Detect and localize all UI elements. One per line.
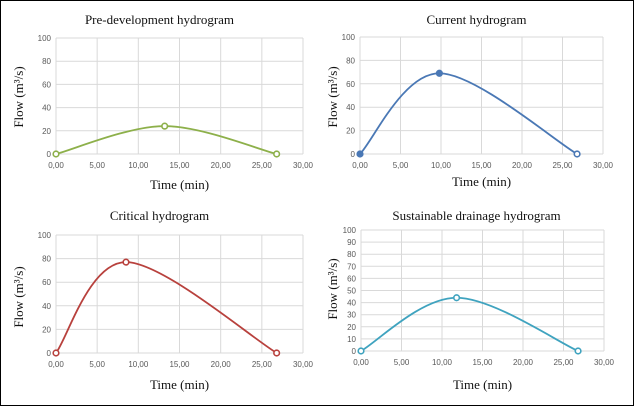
x-tick-label: 0,00 bbox=[352, 161, 368, 170]
y-tick-label: 80 bbox=[347, 250, 356, 259]
y-tick-label: 60 bbox=[42, 278, 51, 287]
x-tick-label: 30,00 bbox=[293, 161, 314, 170]
y-tick-label: 20 bbox=[42, 127, 51, 136]
data-point-marker bbox=[161, 122, 169, 130]
y-tick-label: 10 bbox=[347, 335, 356, 344]
x-tick-label: 15,00 bbox=[471, 161, 492, 170]
x-tick-label: 10,00 bbox=[128, 161, 149, 170]
data-point-marker bbox=[52, 150, 60, 158]
y-tick-label: 20 bbox=[42, 325, 51, 334]
y-tick-label: 100 bbox=[342, 33, 356, 42]
data-point-marker bbox=[357, 347, 365, 355]
x-axis-label: Time (min) bbox=[452, 377, 513, 392]
x-tick-label: 15,00 bbox=[169, 161, 190, 170]
x-axis-label: Time (min) bbox=[149, 177, 210, 192]
x-tick-label: 25,00 bbox=[252, 360, 273, 369]
gridlines bbox=[359, 36, 604, 155]
data-point-marker bbox=[52, 349, 60, 357]
gridlines bbox=[55, 37, 304, 155]
chart-sustainable-drainage: Sustainable drainage hydrogram Flow (m³/… bbox=[318, 201, 634, 404]
x-tick-label: 25,00 bbox=[552, 161, 573, 170]
x-tick-label: 20,00 bbox=[211, 161, 232, 170]
y-tick-label: 80 bbox=[42, 255, 51, 264]
x-tick-label: 20,00 bbox=[211, 360, 232, 369]
plot-area: 0 20 40 60 80 100 0,00 5,00 10,00 15,00 20,00 25,00… bbox=[342, 33, 614, 170]
data-point-marker bbox=[435, 69, 443, 77]
y-tick-label: 20 bbox=[346, 127, 355, 136]
y-tick-label: 0 bbox=[351, 150, 356, 159]
x-tick-label: 30,00 bbox=[293, 360, 314, 369]
x-tick-label: 5,00 bbox=[394, 358, 410, 367]
x-tick-label: 30,00 bbox=[594, 358, 615, 367]
y-tick-label: 0 bbox=[352, 347, 357, 356]
data-point-marker bbox=[122, 258, 130, 266]
y-tick-label: 20 bbox=[347, 323, 356, 332]
chart-title: Pre-development hydrogram bbox=[84, 12, 235, 27]
x-tick-label: 5,00 bbox=[393, 161, 409, 170]
gridlines bbox=[360, 229, 605, 352]
y-tick-label: 0 bbox=[47, 349, 52, 358]
chart-current: Current hydrogram Flow (m³/s) Time (min)… bbox=[318, 1, 634, 204]
plot-area: 0 10 20 30 40 50 60 70 80 90 100 0,00 5,00 10,00 15,00… bbox=[343, 226, 615, 367]
x-tick-label: 0,00 bbox=[48, 360, 64, 369]
x-tick-label: 5,00 bbox=[89, 161, 105, 170]
x-tick-label: 5,00 bbox=[89, 360, 105, 369]
x-tick-label: 25,00 bbox=[252, 161, 273, 170]
y-tick-label: 70 bbox=[347, 262, 356, 271]
y-tick-label: 60 bbox=[346, 80, 355, 89]
x-axis-label: Time (min) bbox=[451, 174, 512, 189]
x-tick-label: 25,00 bbox=[553, 358, 574, 367]
chart-title: Critical hydrogram bbox=[109, 208, 210, 223]
chart-title: Current hydrogram bbox=[426, 12, 527, 27]
y-tick-label: 50 bbox=[347, 287, 356, 296]
x-tick-label: 15,00 bbox=[472, 358, 493, 367]
data-point-marker bbox=[356, 150, 364, 158]
x-tick-label: 30,00 bbox=[593, 161, 614, 170]
y-tick-label: 60 bbox=[42, 80, 51, 89]
y-tick-label: 80 bbox=[346, 56, 355, 65]
data-point-marker bbox=[452, 294, 461, 302]
y-tick-label: 80 bbox=[42, 57, 51, 66]
plot-area: 0 20 40 60 80 100 0,00 5,00 10,00 15,00 20,00 25,00… bbox=[38, 231, 314, 369]
x-tick-label: 20,00 bbox=[512, 161, 533, 170]
y-tick-label: 40 bbox=[346, 103, 355, 112]
y-tick-label: 100 bbox=[38, 34, 52, 43]
y-tick-label: 40 bbox=[347, 299, 356, 308]
y-tick-label: 30 bbox=[347, 311, 356, 320]
data-point-marker bbox=[573, 150, 581, 158]
x-tick-label: 20,00 bbox=[513, 358, 534, 367]
series-line bbox=[360, 296, 579, 352]
series-line bbox=[359, 72, 578, 155]
y-tick-label: 40 bbox=[42, 302, 51, 311]
x-tick-label: 10,00 bbox=[431, 161, 452, 170]
plot-area: 0 20 40 60 80 100 0,00 5,00 10,00 15,00 20,00 25,00… bbox=[38, 34, 314, 170]
x-tick-label: 15,00 bbox=[169, 360, 190, 369]
data-point-marker bbox=[273, 349, 281, 357]
y-tick-label: 60 bbox=[347, 274, 356, 283]
y-tick-label: 100 bbox=[38, 231, 52, 240]
y-tick-label: 0 bbox=[47, 150, 52, 159]
x-tick-label: 10,00 bbox=[432, 358, 453, 367]
x-tick-label: 10,00 bbox=[128, 360, 149, 369]
x-tick-label: 0,00 bbox=[48, 161, 64, 170]
x-axis-label: Time (min) bbox=[149, 377, 210, 392]
chart-title: Sustainable drainage hydrogram bbox=[392, 208, 561, 223]
gridlines bbox=[55, 234, 304, 354]
y-tick-label: 90 bbox=[347, 238, 356, 247]
chart-critical: Critical hydrogram Flow (m³/s) Time (min… bbox=[1, 201, 318, 404]
data-point-marker bbox=[273, 150, 281, 158]
data-point-marker bbox=[574, 347, 582, 355]
y-tick-label: 40 bbox=[42, 104, 51, 113]
y-tick-label: 100 bbox=[343, 226, 357, 235]
chart-pre-development: Pre-development hydrogram Flow (m³/s) Ti… bbox=[1, 1, 318, 204]
series-line bbox=[55, 261, 278, 354]
x-tick-label: 0,00 bbox=[353, 358, 369, 367]
